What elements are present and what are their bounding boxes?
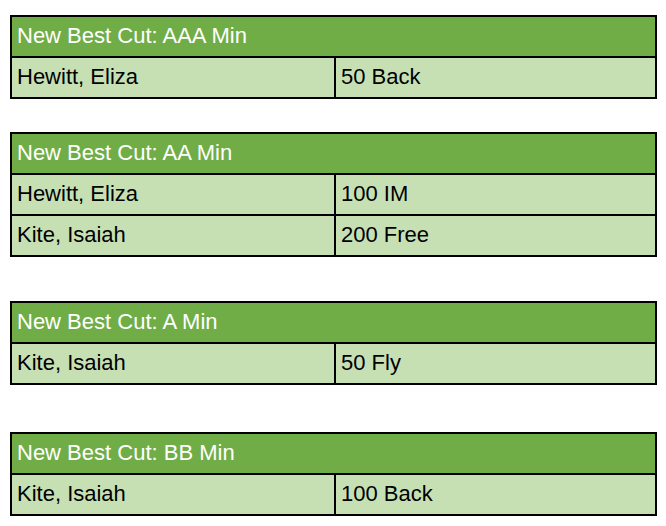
table-header-row: New Best Cut: AAA Min	[11, 16, 656, 57]
event-cell: 100 Back	[335, 474, 656, 515]
table-row: Kite, Isaiah 200 Free	[11, 215, 656, 256]
swimmer-name-cell: Hewitt, Eliza	[11, 174, 335, 215]
swimmer-name-cell: Kite, Isaiah	[11, 215, 335, 256]
event-cell: 50 Fly	[335, 343, 656, 384]
best-cut-report: New Best Cut: AAA Min Hewitt, Eliza 50 B…	[0, 0, 666, 526]
table-row: Hewitt, Eliza 100 IM	[11, 174, 656, 215]
table-title-aa: New Best Cut: AA Min	[11, 133, 656, 174]
event-cell: 100 IM	[335, 174, 656, 215]
table-title-aaa: New Best Cut: AAA Min	[11, 16, 656, 57]
table-row: Kite, Isaiah 50 Fly	[11, 343, 656, 384]
event-cell: 200 Free	[335, 215, 656, 256]
swimmer-name-cell: Kite, Isaiah	[11, 474, 335, 515]
cut-table-aaa: New Best Cut: AAA Min Hewitt, Eliza 50 B…	[10, 15, 657, 99]
cut-table-a: New Best Cut: A Min Kite, Isaiah 50 Fly	[10, 301, 657, 385]
table-row: Hewitt, Eliza 50 Back	[11, 57, 656, 98]
cut-table-aa: New Best Cut: AA Min Hewitt, Eliza 100 I…	[10, 132, 657, 257]
table-header-row: New Best Cut: AA Min	[11, 133, 656, 174]
event-cell: 50 Back	[335, 57, 656, 98]
swimmer-name-cell: Kite, Isaiah	[11, 343, 335, 384]
table-header-row: New Best Cut: BB Min	[11, 433, 656, 474]
table-header-row: New Best Cut: A Min	[11, 302, 656, 343]
table-title-bb: New Best Cut: BB Min	[11, 433, 656, 474]
table-title-a: New Best Cut: A Min	[11, 302, 656, 343]
table-row: Kite, Isaiah 100 Back	[11, 474, 656, 515]
cut-table-bb: New Best Cut: BB Min Kite, Isaiah 100 Ba…	[10, 432, 657, 516]
swimmer-name-cell: Hewitt, Eliza	[11, 57, 335, 98]
